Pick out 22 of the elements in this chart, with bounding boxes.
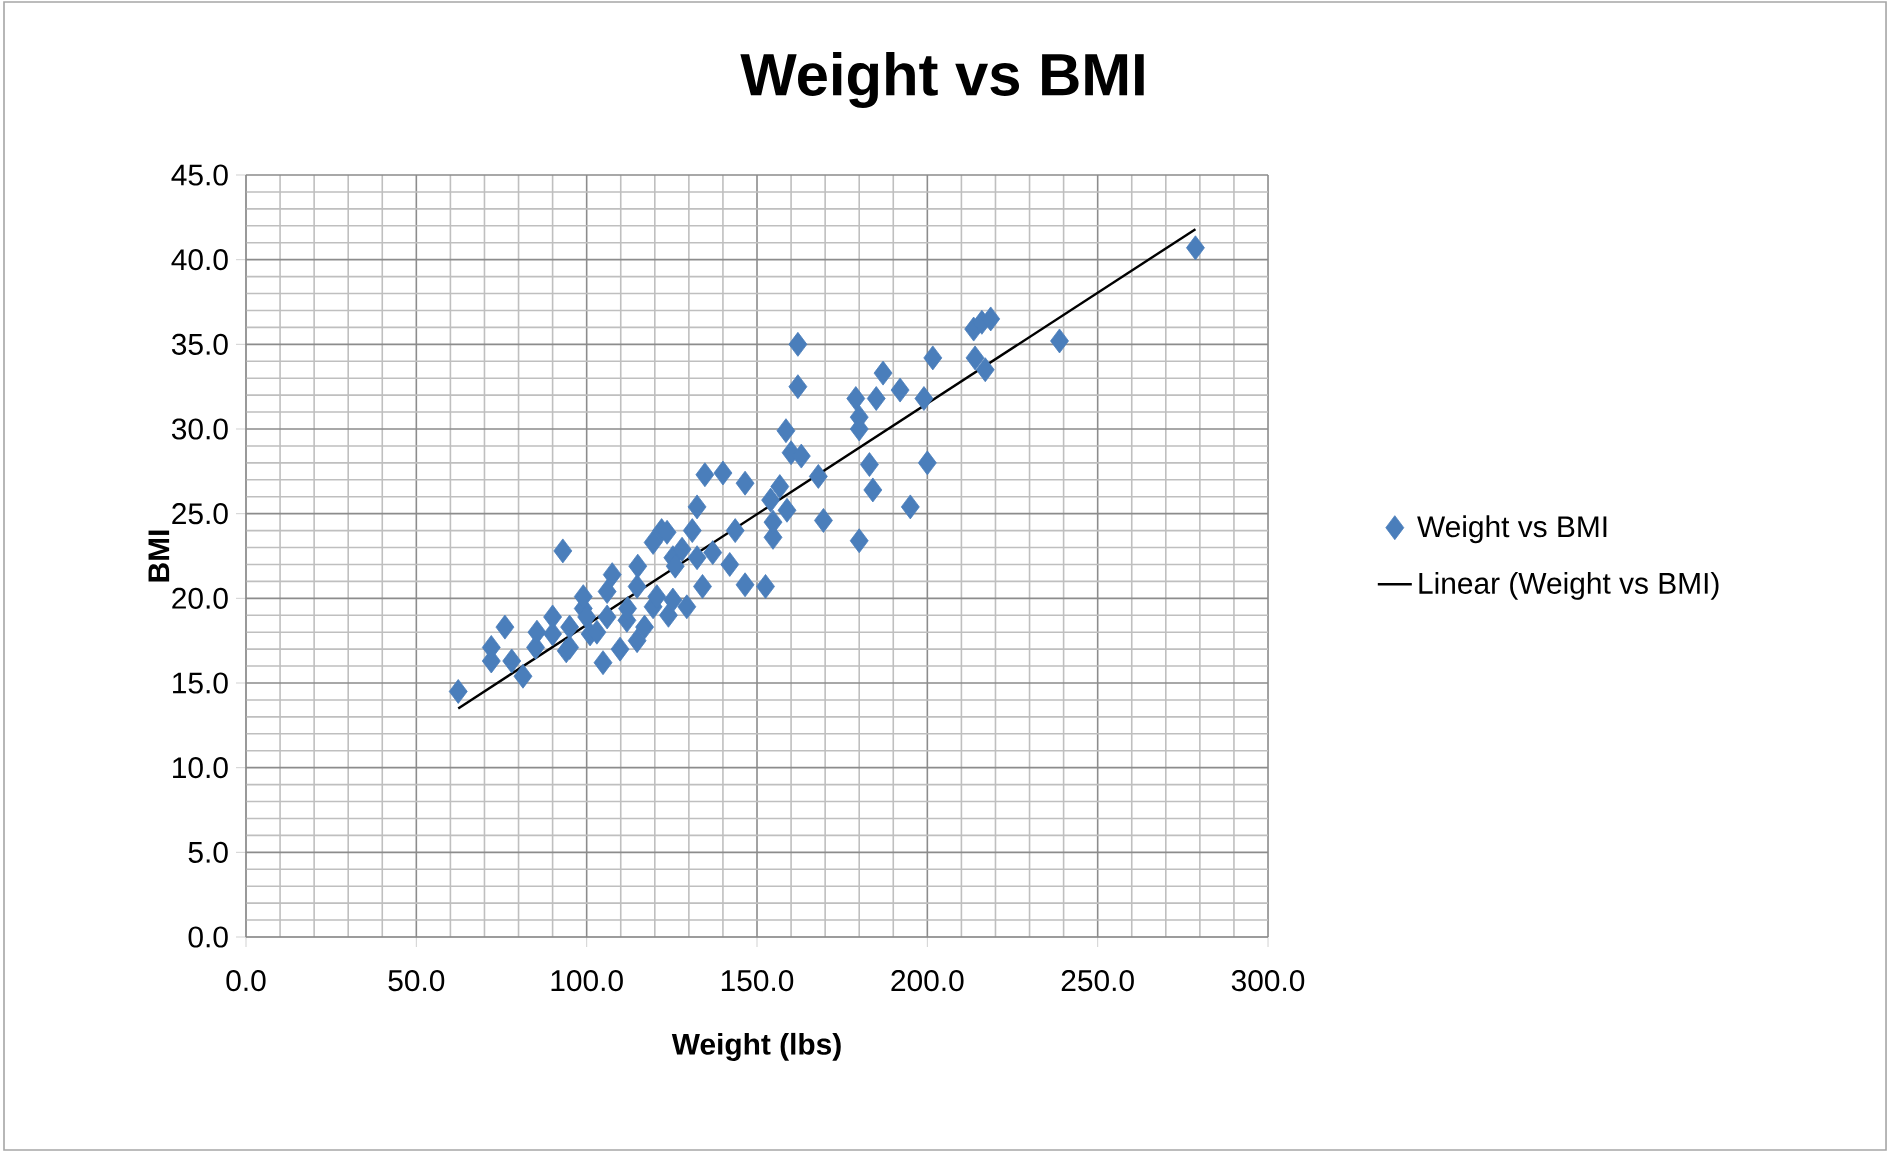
x-tick-label: 200.0 (891, 970, 964, 992)
legend-label: Weight vs BMI (1417, 515, 1607, 544)
x-tick-label: 0.0 (226, 970, 266, 992)
y-tick-label: 35.0 (171, 333, 228, 355)
x-tick-label: 50.0 (388, 970, 445, 992)
y-tick-label: 10.0 (173, 757, 228, 779)
x-tick-label: 100.0 (551, 970, 623, 992)
x-tick-label: 250.0 (1061, 970, 1134, 992)
chart-title: Weight vs BMI (740, 52, 1144, 108)
y-tick-label: 5.0 (188, 841, 228, 863)
y-tick-label: 30.0 (171, 418, 228, 440)
x-tick-label: 150.0 (721, 970, 794, 992)
x-axis-title: Weight (lbs) (671, 1032, 841, 1061)
y-tick-label: 40.0 (171, 249, 228, 271)
legend-label: Linear (Weight vs BMI) (1419, 571, 1719, 600)
y-axis-title: BMI (148, 530, 170, 582)
y-tick-label: 15.0 (173, 672, 228, 694)
y-tick-label: 0.0 (188, 926, 228, 948)
x-tick-label: 300.0 (1231, 970, 1305, 992)
y-tick-label: 25.0 (172, 503, 228, 525)
y-tick-label: 45.0 (171, 164, 228, 186)
y-tick-label: 20.0 (172, 587, 228, 609)
